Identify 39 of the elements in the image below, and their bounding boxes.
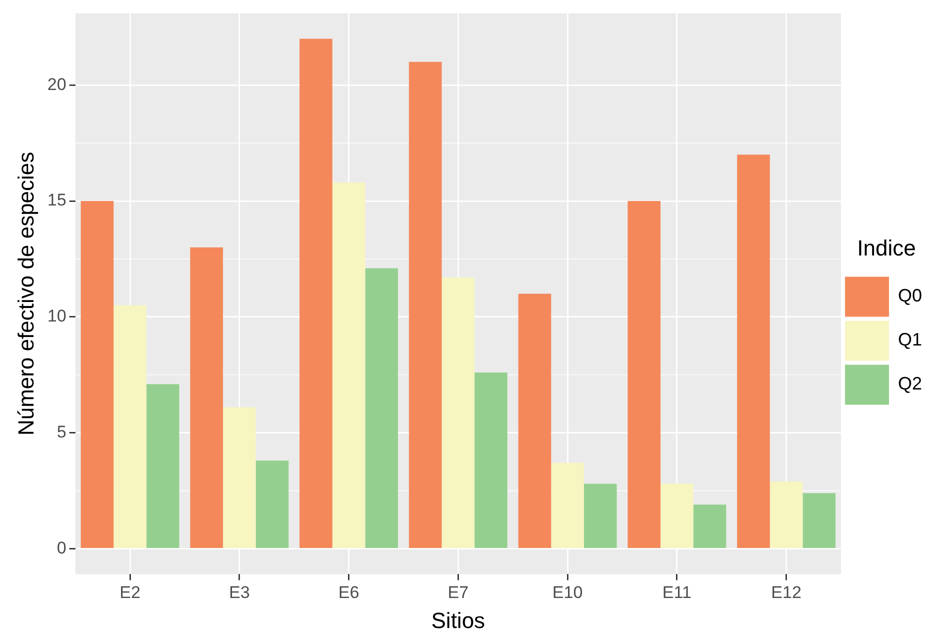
legend-title: Indice <box>857 235 916 260</box>
x-tick-label: E12 <box>771 583 802 602</box>
bar <box>770 481 803 548</box>
bar <box>256 460 289 548</box>
bar <box>365 268 398 548</box>
y-tick-label: 20 <box>47 74 66 94</box>
bar <box>474 372 508 548</box>
bar <box>518 294 552 548</box>
y-axis-title: Número efectivo de especies <box>13 152 38 436</box>
y-tick-label: 5 <box>56 422 66 442</box>
x-axis-title: Sitios <box>431 608 486 633</box>
legend-label: Q1 <box>898 330 922 350</box>
x-tick-label: E3 <box>228 583 250 602</box>
legend-label: Q0 <box>898 286 922 306</box>
bar <box>190 247 223 548</box>
x-tick-label: E6 <box>338 583 360 602</box>
x-tick-label: E7 <box>448 583 469 602</box>
bar <box>628 200 661 548</box>
bar <box>442 277 475 548</box>
x-tick-label: E10 <box>552 583 583 602</box>
bar <box>332 182 366 548</box>
bar <box>737 154 770 548</box>
bar <box>300 38 332 548</box>
y-tick-label: 10 <box>47 306 66 326</box>
bar <box>584 484 617 548</box>
y-tick-label: 0 <box>56 538 66 558</box>
bar <box>551 462 584 548</box>
bar <box>146 384 180 548</box>
x-tick-label: E2 <box>120 583 140 602</box>
legend-label: Q2 <box>898 374 922 394</box>
bar <box>693 504 726 548</box>
bar <box>222 407 256 548</box>
bar <box>80 200 114 548</box>
bar <box>408 62 442 548</box>
x-tick-label: E11 <box>662 583 692 602</box>
bar <box>802 493 836 548</box>
bar <box>660 484 694 548</box>
bar <box>114 305 146 548</box>
y-tick-label: 15 <box>47 190 66 210</box>
